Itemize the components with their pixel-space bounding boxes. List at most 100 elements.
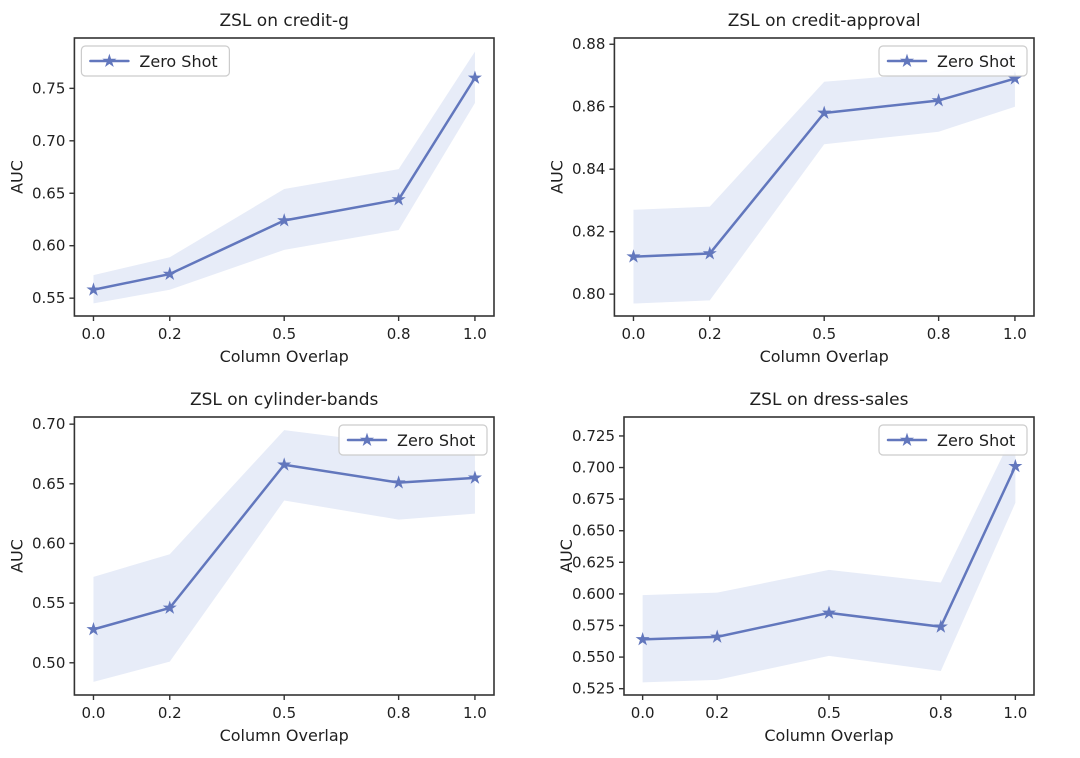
zero-shot-marker bbox=[467, 470, 482, 484]
x-tick-label: 1.0 bbox=[1003, 704, 1027, 722]
chart-svg: 0.0 0.2 0.5 0.8 1.0 0.55 0.60 0.65 0.70 0.75 ZSL o… bbox=[7, 11, 495, 366]
y-tick-label: 0.75 bbox=[32, 79, 65, 97]
legend-label: Zero Shot bbox=[937, 431, 1015, 450]
x-tick-label: 0.2 bbox=[158, 704, 182, 722]
x-tick-label: 1.0 bbox=[463, 325, 487, 343]
y-axis-label: AUC bbox=[557, 539, 576, 573]
legend-star-marker bbox=[102, 53, 117, 67]
zero-shot-marker bbox=[86, 621, 101, 636]
legend: Zero Shot bbox=[80, 45, 231, 77]
y-tick-label: 0.50 bbox=[32, 654, 65, 672]
y-tick-label: 0.725 bbox=[572, 427, 615, 445]
chart-credit-approval: 0.0 0.2 0.5 0.8 1.0 0.80 0.82 0.84 0.86 0.88 ZSL o… bbox=[540, 0, 1080, 379]
chart-svg: 0.0 0.2 0.5 0.8 1.0 0.525 0.550 0.575 0.600 0.625… bbox=[557, 390, 1035, 745]
legend: Zero Shot bbox=[338, 424, 488, 456]
zero-shot-marker bbox=[626, 249, 641, 263]
x-tick-label: 0.2 bbox=[158, 325, 182, 343]
x-axis-label: Column Overlap bbox=[764, 726, 893, 745]
y-tick-label: 0.60 bbox=[32, 237, 65, 255]
chart-dress-sales: 0.0 0.2 0.5 0.8 1.0 0.525 0.550 0.575 0.600 0.625… bbox=[540, 379, 1080, 758]
y-tick-label: 0.600 bbox=[572, 585, 615, 603]
chart-title: ZSL on dress-sales bbox=[750, 390, 909, 410]
y-axis-label: AUC bbox=[7, 160, 26, 194]
legend: Zero Shot bbox=[878, 424, 1028, 456]
y-tick-label: 0.55 bbox=[32, 594, 65, 612]
x-axis-label: Column Overlap bbox=[220, 347, 349, 366]
x-tick-label: 0.0 bbox=[622, 325, 646, 343]
legend-label: Zero Shot bbox=[937, 52, 1015, 71]
y-tick-label: 0.60 bbox=[32, 534, 65, 552]
x-tick-label: 0.5 bbox=[812, 325, 836, 343]
y-tick-label: 0.70 bbox=[32, 415, 65, 433]
x-tick-label: 0.8 bbox=[387, 704, 411, 722]
x-axis-label: Column Overlap bbox=[760, 347, 889, 366]
legend-label: Zero Shot bbox=[397, 431, 475, 450]
x-tick-label: 1.0 bbox=[463, 704, 487, 722]
zero-shot-marker bbox=[817, 105, 832, 119]
x-axis-label: Column Overlap bbox=[220, 726, 349, 745]
zero-shot-marker bbox=[821, 605, 837, 619]
zero-shot-marker bbox=[933, 619, 948, 633]
chart-title: ZSL on cylinder-bands bbox=[190, 390, 379, 410]
y-tick-label: 0.65 bbox=[32, 184, 65, 202]
zero-shot-marker bbox=[635, 632, 650, 646]
legend-star-marker bbox=[899, 432, 915, 446]
legend-box bbox=[338, 424, 488, 456]
y-tick-label: 0.84 bbox=[572, 160, 605, 178]
x-tick-label: 0.2 bbox=[698, 325, 722, 343]
y-tick-label: 0.88 bbox=[572, 35, 605, 53]
y-tick-label: 0.550 bbox=[572, 648, 615, 666]
y-tick-label: 0.650 bbox=[572, 522, 615, 540]
chart-cylinder-bands: 0.0 0.2 0.5 0.8 1.0 0.50 0.55 0.60 0.65 0.70 ZSL o… bbox=[0, 379, 540, 758]
zero-shot-marker bbox=[467, 70, 482, 84]
zero-shot-marker bbox=[277, 457, 292, 471]
y-tick-label: 0.55 bbox=[32, 289, 65, 307]
zero-shot-marker bbox=[1008, 458, 1023, 473]
legend-star-marker bbox=[899, 53, 915, 67]
legend: Zero Shot bbox=[878, 45, 1028, 77]
zero-shot-marker bbox=[391, 192, 406, 206]
legend-box bbox=[80, 45, 231, 77]
y-tick-label: 0.86 bbox=[572, 98, 605, 116]
y-tick-label: 0.675 bbox=[572, 490, 615, 508]
x-tick-label: 0.8 bbox=[929, 704, 953, 722]
x-tick-label: 0.5 bbox=[272, 704, 296, 722]
x-tick-label: 0.2 bbox=[705, 704, 729, 722]
confidence-band bbox=[93, 430, 475, 682]
y-tick-label: 0.70 bbox=[32, 132, 65, 150]
zero-shot-marker bbox=[277, 213, 292, 227]
y-tick-label: 0.65 bbox=[32, 475, 65, 493]
zero-shot-marker bbox=[162, 266, 177, 281]
legend-star-marker bbox=[359, 432, 375, 446]
x-tick-label: 0.5 bbox=[817, 704, 841, 722]
y-tick-label: 0.700 bbox=[572, 459, 615, 477]
chart-credit-g: 0.0 0.2 0.5 0.8 1.0 0.55 0.60 0.65 0.70 0.75 ZSL o… bbox=[0, 0, 540, 379]
legend-label: Zero Shot bbox=[139, 52, 217, 71]
x-tick-label: 0.8 bbox=[387, 325, 411, 343]
zero-shot-marker bbox=[931, 93, 946, 107]
x-tick-label: 1.0 bbox=[1003, 325, 1027, 343]
chart-title: ZSL on credit-approval bbox=[728, 11, 921, 31]
zero-shot-marker bbox=[391, 475, 406, 489]
x-tick-label: 0.0 bbox=[631, 704, 655, 722]
legend-box bbox=[878, 424, 1028, 456]
confidence-band bbox=[642, 429, 1016, 683]
confidence-band bbox=[93, 51, 475, 304]
x-tick-label: 0.0 bbox=[82, 704, 106, 722]
x-tick-label: 0.5 bbox=[272, 325, 296, 343]
chart-svg: 0.0 0.2 0.5 0.8 1.0 0.50 0.55 0.60 0.65 0.70 ZSL o… bbox=[7, 390, 495, 745]
chart-svg: 0.0 0.2 0.5 0.8 1.0 0.80 0.82 0.84 0.86 0.88 ZSL o… bbox=[547, 11, 1035, 366]
zero-shot-marker bbox=[86, 282, 101, 296]
y-axis-label: AUC bbox=[547, 160, 566, 194]
zero-shot-marker bbox=[162, 600, 177, 614]
zero-shot-marker bbox=[702, 246, 717, 260]
y-tick-label: 0.525 bbox=[572, 680, 615, 698]
y-tick-label: 0.82 bbox=[572, 223, 605, 241]
x-tick-label: 0.8 bbox=[927, 325, 951, 343]
zero-shot-marker bbox=[1007, 71, 1022, 85]
y-tick-label: 0.575 bbox=[572, 617, 615, 635]
y-axis-label: AUC bbox=[7, 539, 26, 573]
y-tick-label: 0.80 bbox=[572, 285, 605, 303]
zero-shot-marker bbox=[710, 629, 725, 643]
chart-title: ZSL on credit-g bbox=[219, 11, 348, 31]
